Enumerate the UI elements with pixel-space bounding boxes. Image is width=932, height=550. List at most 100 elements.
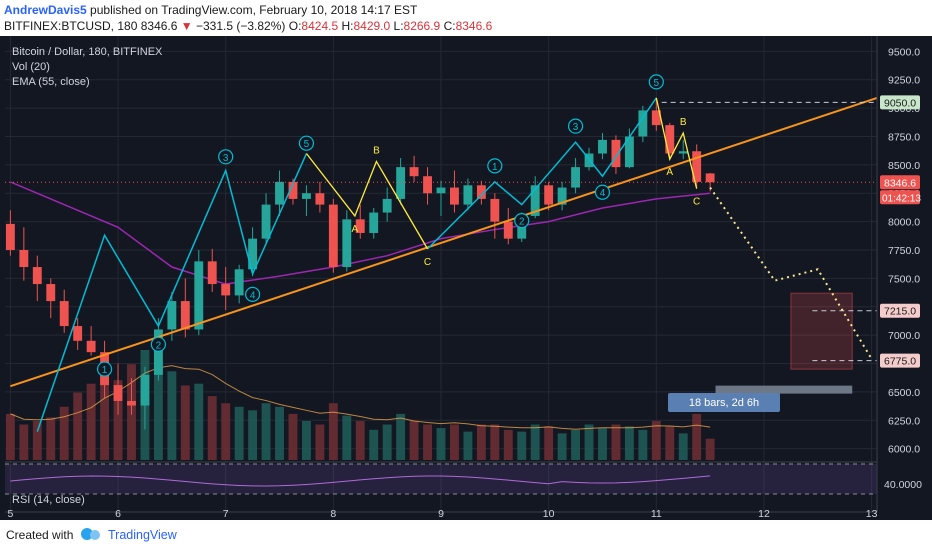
open-value: 8424.5 — [301, 19, 339, 33]
volume-bar — [436, 428, 446, 460]
candle-body — [59, 301, 69, 327]
candle-body — [611, 139, 621, 168]
wave-letter-label: A — [666, 167, 673, 178]
candle-body — [194, 261, 204, 330]
wave-number-label: 2 — [156, 340, 162, 351]
candle-body — [530, 185, 540, 216]
high-value: 8429.0 — [353, 19, 391, 33]
volume-bar — [275, 406, 284, 460]
published-text: published on TradingView.com, February 1… — [90, 3, 418, 17]
candle-body — [73, 326, 83, 341]
wave-letter-label: C — [693, 197, 700, 208]
candle-body — [476, 185, 486, 199]
volume-bar — [342, 415, 352, 460]
wave-number-label: 5 — [654, 78, 660, 89]
bars-range-label: 18 bars, 2d 6h — [689, 397, 759, 409]
volume-bar — [315, 424, 325, 460]
wave-number-circle — [648, 74, 664, 90]
time-tick-label: 7 — [223, 508, 229, 520]
rsi-pane — [5, 461, 877, 513]
price-tick-label: 6500.0 — [888, 387, 920, 399]
candle-body — [221, 284, 231, 296]
time-tick-label: 5 — [7, 508, 13, 520]
wave-number-label: 4 — [250, 290, 256, 301]
candle-body — [180, 301, 190, 330]
volume-bar — [396, 413, 406, 460]
volume-bar — [476, 424, 486, 460]
candle-body — [598, 139, 607, 154]
wave-number-label: 1 — [102, 365, 108, 376]
volume-bar — [571, 429, 581, 460]
wave-number-circle — [245, 286, 261, 302]
time-tick-label: 10 — [543, 508, 555, 520]
volume-bar — [100, 367, 110, 460]
ema-line — [10, 181, 711, 430]
candle-body — [678, 151, 688, 154]
time-tick-label: 8 — [330, 508, 336, 520]
abc-wave-1 — [305, 153, 429, 250]
author-link[interactable]: AndrewDavis5 — [4, 3, 87, 17]
candle-body — [382, 198, 392, 213]
volume-bar — [288, 413, 298, 460]
volume-bar — [153, 360, 163, 460]
range-bar — [715, 385, 853, 394]
candle-body — [490, 198, 500, 222]
candle-body — [288, 181, 298, 199]
candle-body — [450, 187, 459, 205]
price-tick-label: 6000.0 — [888, 444, 920, 456]
candle-body — [32, 267, 42, 285]
volume-bar — [517, 431, 527, 460]
current-price-label: 8346.6 — [884, 177, 916, 189]
price-tick-label: 7000.0 — [888, 330, 920, 342]
level-6775-tag — [880, 353, 920, 368]
rsi-value-tag — [880, 477, 922, 491]
volume-bar — [194, 383, 204, 460]
candle-body — [315, 193, 325, 205]
volume-bar — [221, 403, 231, 460]
candle-body — [436, 187, 446, 194]
candle-body — [342, 219, 352, 268]
candle-body — [328, 204, 338, 268]
volume-bar — [301, 420, 311, 460]
candle-body — [409, 167, 419, 177]
rsi-band — [5, 464, 877, 494]
volume-bar — [692, 413, 702, 460]
candle-body — [127, 400, 136, 406]
price-tick-label: 8500.0 — [888, 160, 920, 172]
candles[interactable] — [5, 97, 715, 430]
time-axis[interactable]: 5 6 7 8 9 10 11 12 13 — [7, 508, 877, 520]
price-axis[interactable]: 9500.09250.09000.08750.08500.08250.08000… — [876, 36, 922, 512]
wave-letter-label: C — [424, 257, 431, 268]
volume-bar — [167, 371, 177, 460]
time-tick-label: 13 — [866, 508, 878, 520]
candle-body — [651, 110, 661, 126]
level-lines — [5, 101, 877, 362]
volume-bar — [355, 420, 365, 460]
volume-bar — [598, 428, 607, 460]
open-label: O: — [288, 19, 302, 33]
tradingview-brand[interactable]: TradingView — [108, 528, 177, 542]
volume-bar — [207, 396, 217, 460]
impulse-wave-1 — [36, 153, 308, 432]
volume-bar — [46, 417, 56, 460]
wave-drawings[interactable]: 1 2 3 4 5 1 2 3 4 5 A B C A B C — [36, 74, 700, 432]
volume-bar — [19, 424, 29, 460]
wave-number-circle — [567, 118, 584, 134]
price-tick-label: 7500.0 — [888, 273, 920, 285]
ema-polyline — [10, 181, 711, 285]
volume-bar — [584, 424, 594, 460]
volume-bar — [59, 406, 69, 460]
trendline[interactable] — [10, 96, 878, 388]
target-zone — [790, 292, 853, 370]
wave-letter-label: B — [373, 145, 380, 156]
candle-body — [369, 212, 379, 233]
candle-body — [692, 151, 702, 182]
volume-bar — [665, 426, 675, 460]
volume-bar — [234, 406, 244, 460]
volume-bar — [261, 403, 271, 460]
volume-bar — [638, 429, 648, 460]
candle-body — [86, 340, 96, 353]
wave-letter-label: A — [352, 224, 359, 235]
